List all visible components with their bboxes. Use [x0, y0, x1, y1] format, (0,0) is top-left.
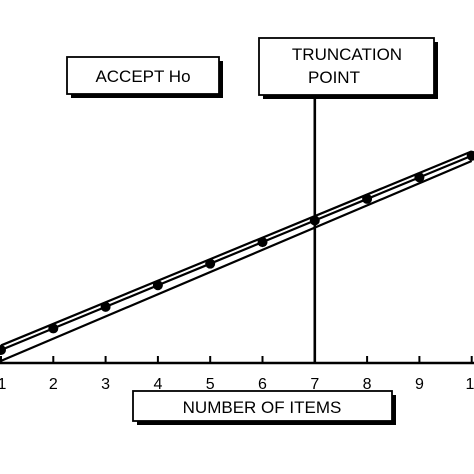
data-point — [309, 215, 320, 226]
x-tick-label: 7 — [310, 376, 319, 393]
points-layer — [0, 150, 474, 355]
data-point — [100, 301, 111, 312]
cumulative-score-points-line — [0, 154, 473, 352]
truncation-shadow — [434, 42, 438, 99]
x-tick-label: 8 — [363, 376, 372, 393]
x-tick-label: 2 — [49, 376, 58, 393]
lines-layer — [0, 95, 473, 363]
accept-ho-label: ACCEPT Ho — [66, 56, 223, 98]
data-point — [257, 237, 268, 248]
xlabel-box — [132, 390, 393, 422]
lower-boundary-line — [0, 159, 473, 362]
x-axis: 1 2 3 4 5 6 7 8 9 1 — [0, 356, 474, 393]
x-tick-label: 6 — [258, 376, 267, 393]
accept-ho-box — [66, 56, 220, 95]
x-tick-label: 5 — [206, 376, 215, 393]
truncation-line-1: TRUNCATION — [292, 45, 402, 64]
x-tick-label: 1 — [466, 376, 474, 393]
truncation-point-label: TRUNCATION POINT — [258, 37, 438, 99]
x-tick-label: 3 — [101, 376, 110, 393]
data-point — [0, 345, 6, 355]
data-point — [362, 193, 373, 204]
x-tick-label: 1 — [0, 376, 7, 393]
xlabel-shadow-bottom — [137, 421, 396, 425]
data-point — [414, 172, 425, 183]
x-tick-label: 9 — [415, 376, 424, 393]
x-tick-label: 4 — [153, 376, 162, 393]
xlabel-shadow — [392, 395, 396, 425]
accept-ho-shadow — [219, 61, 223, 98]
data-point — [466, 150, 474, 161]
xlabel-text: NUMBER OF ITEMS — [183, 398, 342, 417]
data-point — [205, 258, 216, 269]
accept-ho-text: ACCEPT Ho — [95, 67, 190, 86]
x-axis-label: NUMBER OF ITEMS — [132, 390, 396, 425]
upper-boundary-line — [0, 150, 473, 347]
data-point — [152, 280, 163, 291]
data-point — [48, 323, 59, 334]
truncation-line-2: POINT — [308, 68, 360, 87]
truncation-shadow-bottom — [263, 95, 438, 99]
accept-ho-shadow-bottom — [71, 94, 223, 98]
